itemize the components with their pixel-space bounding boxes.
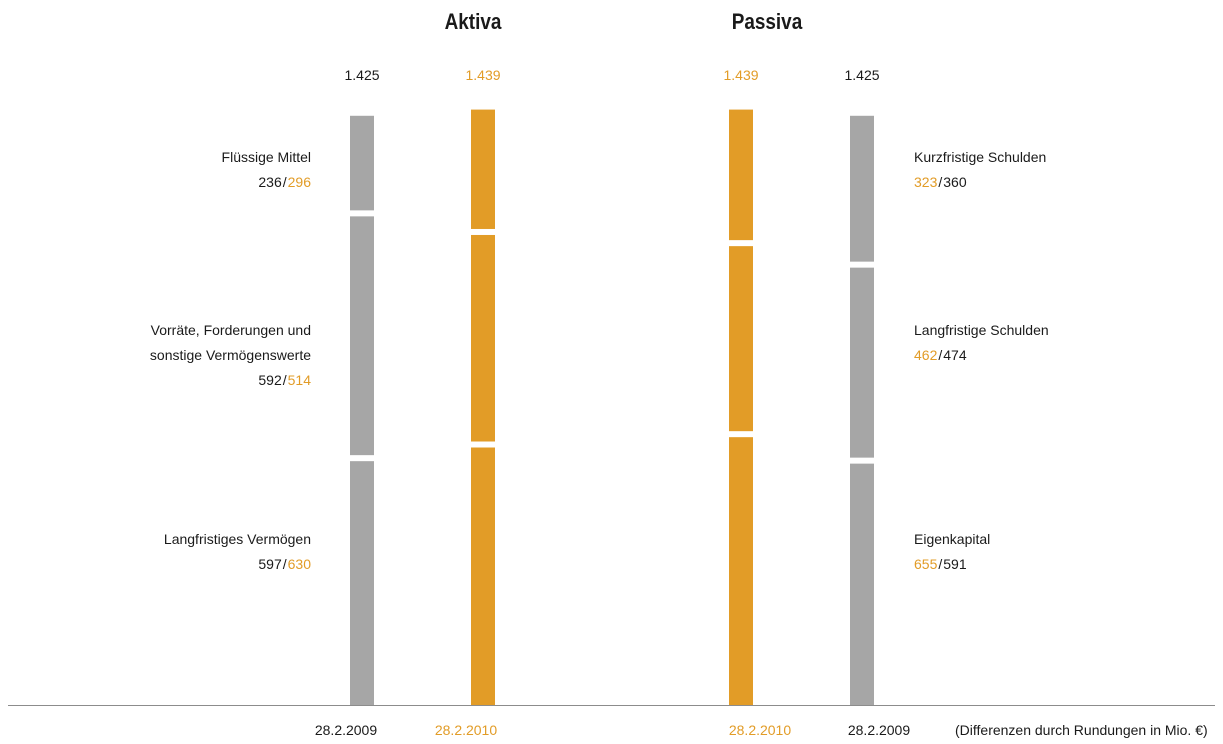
segment-values: 655/591 <box>914 556 967 572</box>
segment-name: sonstige Vermögenswerte <box>149 347 311 363</box>
passiva-curr-segment-0 <box>729 109 753 241</box>
value-prev: 360 <box>943 174 967 190</box>
aktiva-curr-segment-0 <box>471 109 495 229</box>
segment-values: 592/514 <box>258 372 311 388</box>
segment-values: 462/474 <box>914 347 967 363</box>
value-prev: 592 <box>258 372 282 388</box>
segment-name: Langfristige Schulden <box>914 322 1049 338</box>
aktiva-prev-segment-2 <box>350 461 374 705</box>
aktiva-curr-segment-2 <box>471 447 495 705</box>
passiva-segment-label: Kurzfristige Schulden 323/360 <box>914 145 1046 195</box>
value-curr: 296 <box>287 174 311 190</box>
value-prev: 597 <box>258 556 282 572</box>
aktiva-segment-label: Vorräte, Forderungen und sonstige Vermög… <box>150 318 311 393</box>
value-curr: 514 <box>287 372 311 388</box>
segment-name: Langfristiges Vermögen <box>163 531 311 547</box>
segment-name: Kurzfristige Schulden <box>914 149 1047 165</box>
aktiva-title: Aktiva <box>444 9 502 34</box>
segment-name: Vorräte, Forderungen und <box>150 322 311 338</box>
segment-values: 323/360 <box>914 174 967 190</box>
date-aktiva-prev: 28.2.2009 <box>314 722 378 738</box>
total-aktiva-prev: 1.425 <box>344 67 380 83</box>
value-prev: 236 <box>258 174 282 190</box>
total-passiva-curr: 1.439 <box>723 67 759 83</box>
passiva-prev-segment-0 <box>850 115 874 262</box>
aktiva-segment-label: Flüssige Mittel 236/296 <box>222 145 311 195</box>
aktiva-prev-segment-1 <box>350 216 374 456</box>
value-curr: 462 <box>914 347 938 363</box>
value-prev: 591 <box>943 556 967 572</box>
total-passiva-prev: 1.425 <box>844 67 880 83</box>
passiva-title: Passiva <box>731 9 803 34</box>
rounding-note: (Differenzen durch Rundungen in Mio. €) <box>955 722 1208 738</box>
value-curr: 630 <box>287 556 311 572</box>
segment-values: 236/296 <box>258 174 311 190</box>
passiva-prev-segment-1 <box>850 267 874 458</box>
segment-name: Eigenkapital <box>914 531 991 547</box>
aktiva-prev-segment-0 <box>350 115 374 211</box>
value-curr: 655 <box>914 556 938 572</box>
date-passiva-prev: 28.2.2009 <box>847 722 911 738</box>
aktiva-curr-segment-1 <box>471 234 495 442</box>
aktiva-segment-label: Langfristiges Vermögen 597/630 <box>164 527 311 577</box>
value-prev: 474 <box>943 347 967 363</box>
passiva-curr-segment-2 <box>729 437 753 705</box>
passiva-curr-segment-1 <box>729 246 753 432</box>
segment-name: Flüssige Mittel <box>221 149 311 165</box>
passiva-segment-label: Eigenkapital 655/591 <box>914 527 990 577</box>
value-curr: 323 <box>914 174 938 190</box>
passiva-prev-segment-2 <box>850 463 874 705</box>
segment-values: 597/630 <box>258 556 311 572</box>
date-passiva-curr: 28.2.2010 <box>728 722 792 738</box>
passiva-segment-label: Langfristige Schulden 462/474 <box>914 318 1049 368</box>
total-aktiva-curr: 1.439 <box>465 67 501 83</box>
date-aktiva-curr: 28.2.2010 <box>434 722 498 738</box>
